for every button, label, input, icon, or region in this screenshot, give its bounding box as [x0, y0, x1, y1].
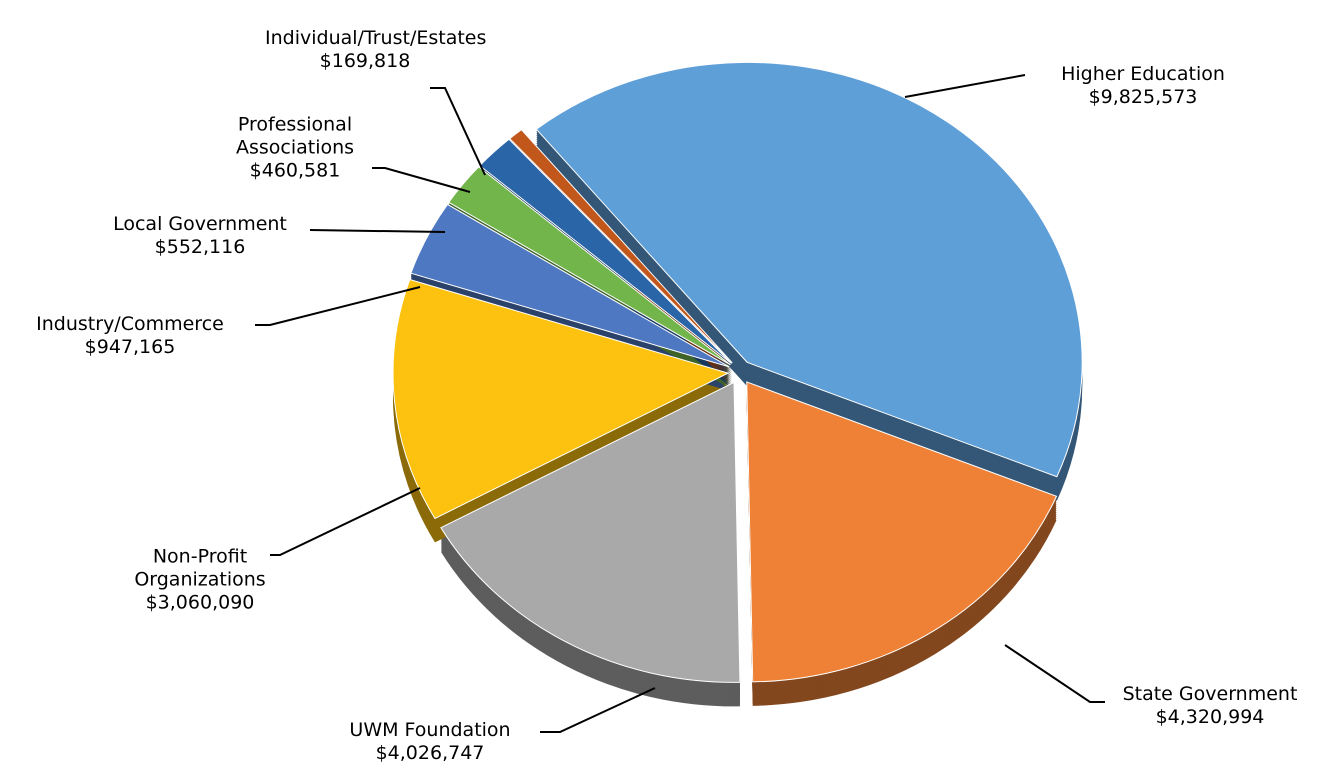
value-label: $9,825,573	[1088, 86, 1198, 108]
slice-label: Professional Associations $460,581	[210, 114, 380, 183]
slice	[535, 61, 1083, 478]
leader-line	[270, 487, 421, 556]
category-label: Higher Education	[1061, 63, 1225, 85]
leader-line	[904, 74, 1026, 98]
value-label: $4,320,994	[1155, 706, 1265, 728]
slice-label: Local Government $552,116	[70, 213, 330, 259]
category-label: Non-Profit Organizations	[134, 545, 266, 591]
value-label: $552,116	[154, 236, 246, 258]
leader-line	[540, 687, 656, 733]
slice-label: Higher Education $9,825,573	[1013, 63, 1273, 109]
leader-line	[309, 229, 446, 233]
category-label: State Government	[1122, 683, 1298, 705]
value-label: $169,818	[319, 50, 411, 72]
category-label: Industry/Commerce	[36, 313, 224, 335]
category-label: Professional Associations	[235, 113, 355, 159]
slice	[448, 166, 731, 366]
value-label: $3,060,090	[145, 591, 255, 614]
category-label: Local Government	[113, 213, 287, 235]
category-label: Individual/Trust/Estates	[265, 27, 487, 49]
slice-label: UWM Foundation $4,026,747	[300, 719, 560, 765]
slice	[392, 278, 730, 520]
value-label: $947,165	[84, 336, 176, 358]
slice	[410, 203, 730, 368]
slice-label: Individual/Trust/Estates $169,818	[265, 27, 487, 73]
leader-line	[430, 87, 486, 176]
slice-label: State Government $4,320,994	[1080, 683, 1329, 729]
value-label: $460,581	[249, 159, 341, 182]
value-label: $4,026,747	[375, 742, 485, 764]
slice-label: Industry/Commerce $947,165	[0, 313, 260, 359]
slice	[746, 381, 1058, 683]
slice-label: Non-Profit Organizations $3,060,090	[115, 546, 285, 615]
slice	[509, 129, 733, 364]
leader-line	[372, 167, 471, 193]
leader-line	[255, 286, 421, 326]
leader-line	[1004, 644, 1105, 703]
category-label: UWM Foundation	[349, 719, 511, 741]
slice	[440, 381, 741, 683]
